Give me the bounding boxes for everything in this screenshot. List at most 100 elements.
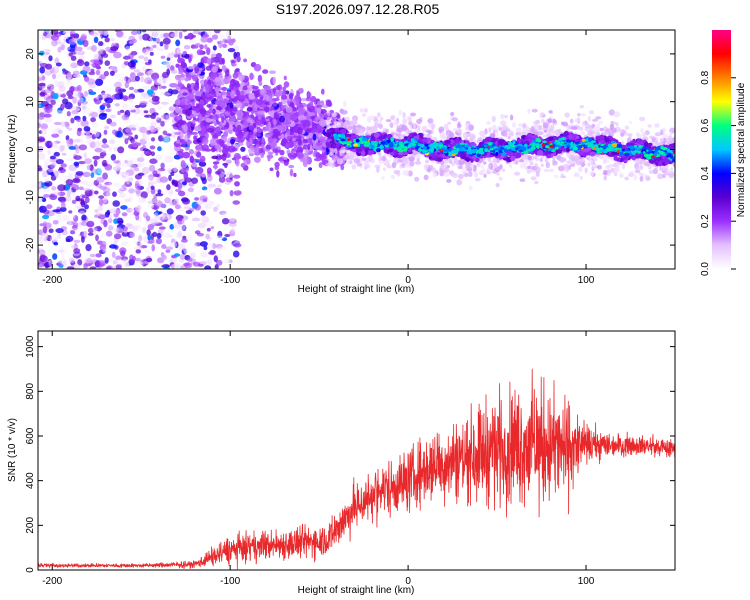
heatmap-cell bbox=[114, 209, 122, 215]
heatmap-cell bbox=[588, 110, 595, 115]
heatmap-cell bbox=[42, 185, 50, 193]
heatmap-cell bbox=[351, 164, 357, 170]
heatmap-cell bbox=[218, 40, 223, 49]
heatmap-cell bbox=[85, 132, 91, 140]
heatmap-cell bbox=[193, 112, 199, 116]
heatmap-cell bbox=[90, 68, 95, 73]
heatmap-cell bbox=[147, 200, 154, 204]
heatmap-cell bbox=[136, 162, 145, 167]
heatmap-cell bbox=[305, 97, 313, 102]
heatmap-cell bbox=[249, 137, 253, 145]
heatmap-cell bbox=[58, 85, 66, 92]
heatmap-cell bbox=[50, 99, 56, 106]
heatmap-cell bbox=[297, 138, 302, 146]
heatmap-cell bbox=[261, 137, 265, 144]
heatmap-cell bbox=[38, 180, 42, 188]
heatmap-cell bbox=[38, 165, 42, 172]
heatmap-cell bbox=[38, 260, 46, 268]
heatmap-cell bbox=[62, 93, 66, 99]
heatmap-cell bbox=[447, 121, 451, 125]
heatmap-cell bbox=[68, 38, 77, 45]
heatmap-cell bbox=[64, 71, 71, 75]
heatmap-cell bbox=[298, 87, 304, 94]
heatmap-cell bbox=[512, 122, 516, 128]
heatmap-cell bbox=[111, 251, 116, 258]
heatmap-cell bbox=[64, 158, 73, 162]
heatmap-cell bbox=[133, 122, 141, 129]
heatmap-cell bbox=[124, 198, 131, 203]
heatmap-cell bbox=[229, 121, 236, 126]
heatmap-cell bbox=[42, 170, 48, 178]
heatmap-cell bbox=[205, 65, 212, 71]
heatmap-cell bbox=[318, 118, 327, 127]
heatmap-cell bbox=[121, 103, 129, 109]
heatmap-cell bbox=[82, 65, 91, 73]
heatmap-cell bbox=[113, 260, 121, 265]
heatmap-cell bbox=[89, 253, 97, 258]
heatmap-cell bbox=[315, 116, 319, 121]
heatmap-cell bbox=[115, 226, 124, 235]
heatmap-cell bbox=[147, 43, 153, 48]
heatmap-cell bbox=[169, 224, 175, 230]
heatmap-cell bbox=[254, 132, 262, 137]
heatmap-cell bbox=[73, 239, 81, 243]
heatmap-cell bbox=[191, 163, 198, 168]
heatmap-cell bbox=[152, 231, 158, 237]
heatmap-cell bbox=[138, 34, 143, 41]
heatmap-cell bbox=[118, 170, 123, 176]
heatmap-cell bbox=[174, 241, 179, 249]
heatmap-cell bbox=[74, 50, 83, 55]
heatmap-cell bbox=[496, 172, 501, 176]
heatmap-cell bbox=[621, 129, 626, 135]
heatmap-cell bbox=[116, 73, 124, 78]
heatmap-cell bbox=[295, 99, 300, 107]
heatmap-cell bbox=[199, 108, 207, 114]
heatmap-cell bbox=[38, 258, 43, 262]
heatmap-cell bbox=[111, 257, 116, 265]
heatmap-cell bbox=[528, 169, 535, 173]
heatmap-cell bbox=[577, 166, 583, 173]
heatmap-cell bbox=[84, 196, 90, 203]
heatmap-cell bbox=[188, 149, 194, 155]
heatmap-cell bbox=[587, 115, 591, 122]
heatmap-cell bbox=[66, 220, 75, 225]
heatmap-cell bbox=[667, 169, 672, 175]
heatmap-cell bbox=[452, 127, 459, 132]
heatmap-cell bbox=[195, 166, 204, 175]
heatmap-cell bbox=[168, 164, 174, 170]
heatmap-cell bbox=[236, 89, 241, 96]
heatmap-cell bbox=[537, 131, 544, 136]
heatmap-cell bbox=[231, 62, 237, 67]
heatmap-cell bbox=[175, 106, 180, 114]
heatmap-cell bbox=[495, 183, 500, 188]
heatmap-cell bbox=[93, 159, 98, 167]
heatmap-cell bbox=[38, 122, 41, 128]
heatmap-cell bbox=[45, 262, 51, 266]
heatmap-cell bbox=[603, 175, 607, 181]
heatmap-cell bbox=[114, 103, 120, 107]
heatmap-cell bbox=[177, 218, 185, 225]
heatmap-cell bbox=[633, 174, 638, 181]
heatmap-cell bbox=[57, 249, 64, 253]
heatmap-cell bbox=[61, 247, 68, 254]
heatmap-cell bbox=[646, 177, 651, 181]
heatmap-cell bbox=[191, 217, 201, 222]
heatmap-cell bbox=[73, 184, 78, 190]
heatmap-cell bbox=[144, 61, 152, 66]
heatmap-cell bbox=[115, 259, 124, 266]
heatmap-cell bbox=[206, 227, 211, 232]
heatmap-cell bbox=[112, 39, 117, 45]
heatmap-cell bbox=[149, 158, 158, 164]
heatmap-cell bbox=[93, 53, 102, 61]
heatmap-cell bbox=[181, 224, 187, 231]
heatmap-cell bbox=[162, 130, 168, 136]
heatmap-cell bbox=[304, 149, 310, 154]
heatmap-cell bbox=[113, 265, 122, 269]
heatmap-cell bbox=[102, 53, 109, 58]
heatmap-cell bbox=[84, 258, 93, 264]
heatmap-cell bbox=[173, 166, 178, 172]
heatmap-cell bbox=[49, 155, 56, 160]
heatmap-cell bbox=[175, 39, 181, 47]
heatmap-cell bbox=[60, 163, 67, 168]
heatmap-cell bbox=[99, 74, 107, 80]
